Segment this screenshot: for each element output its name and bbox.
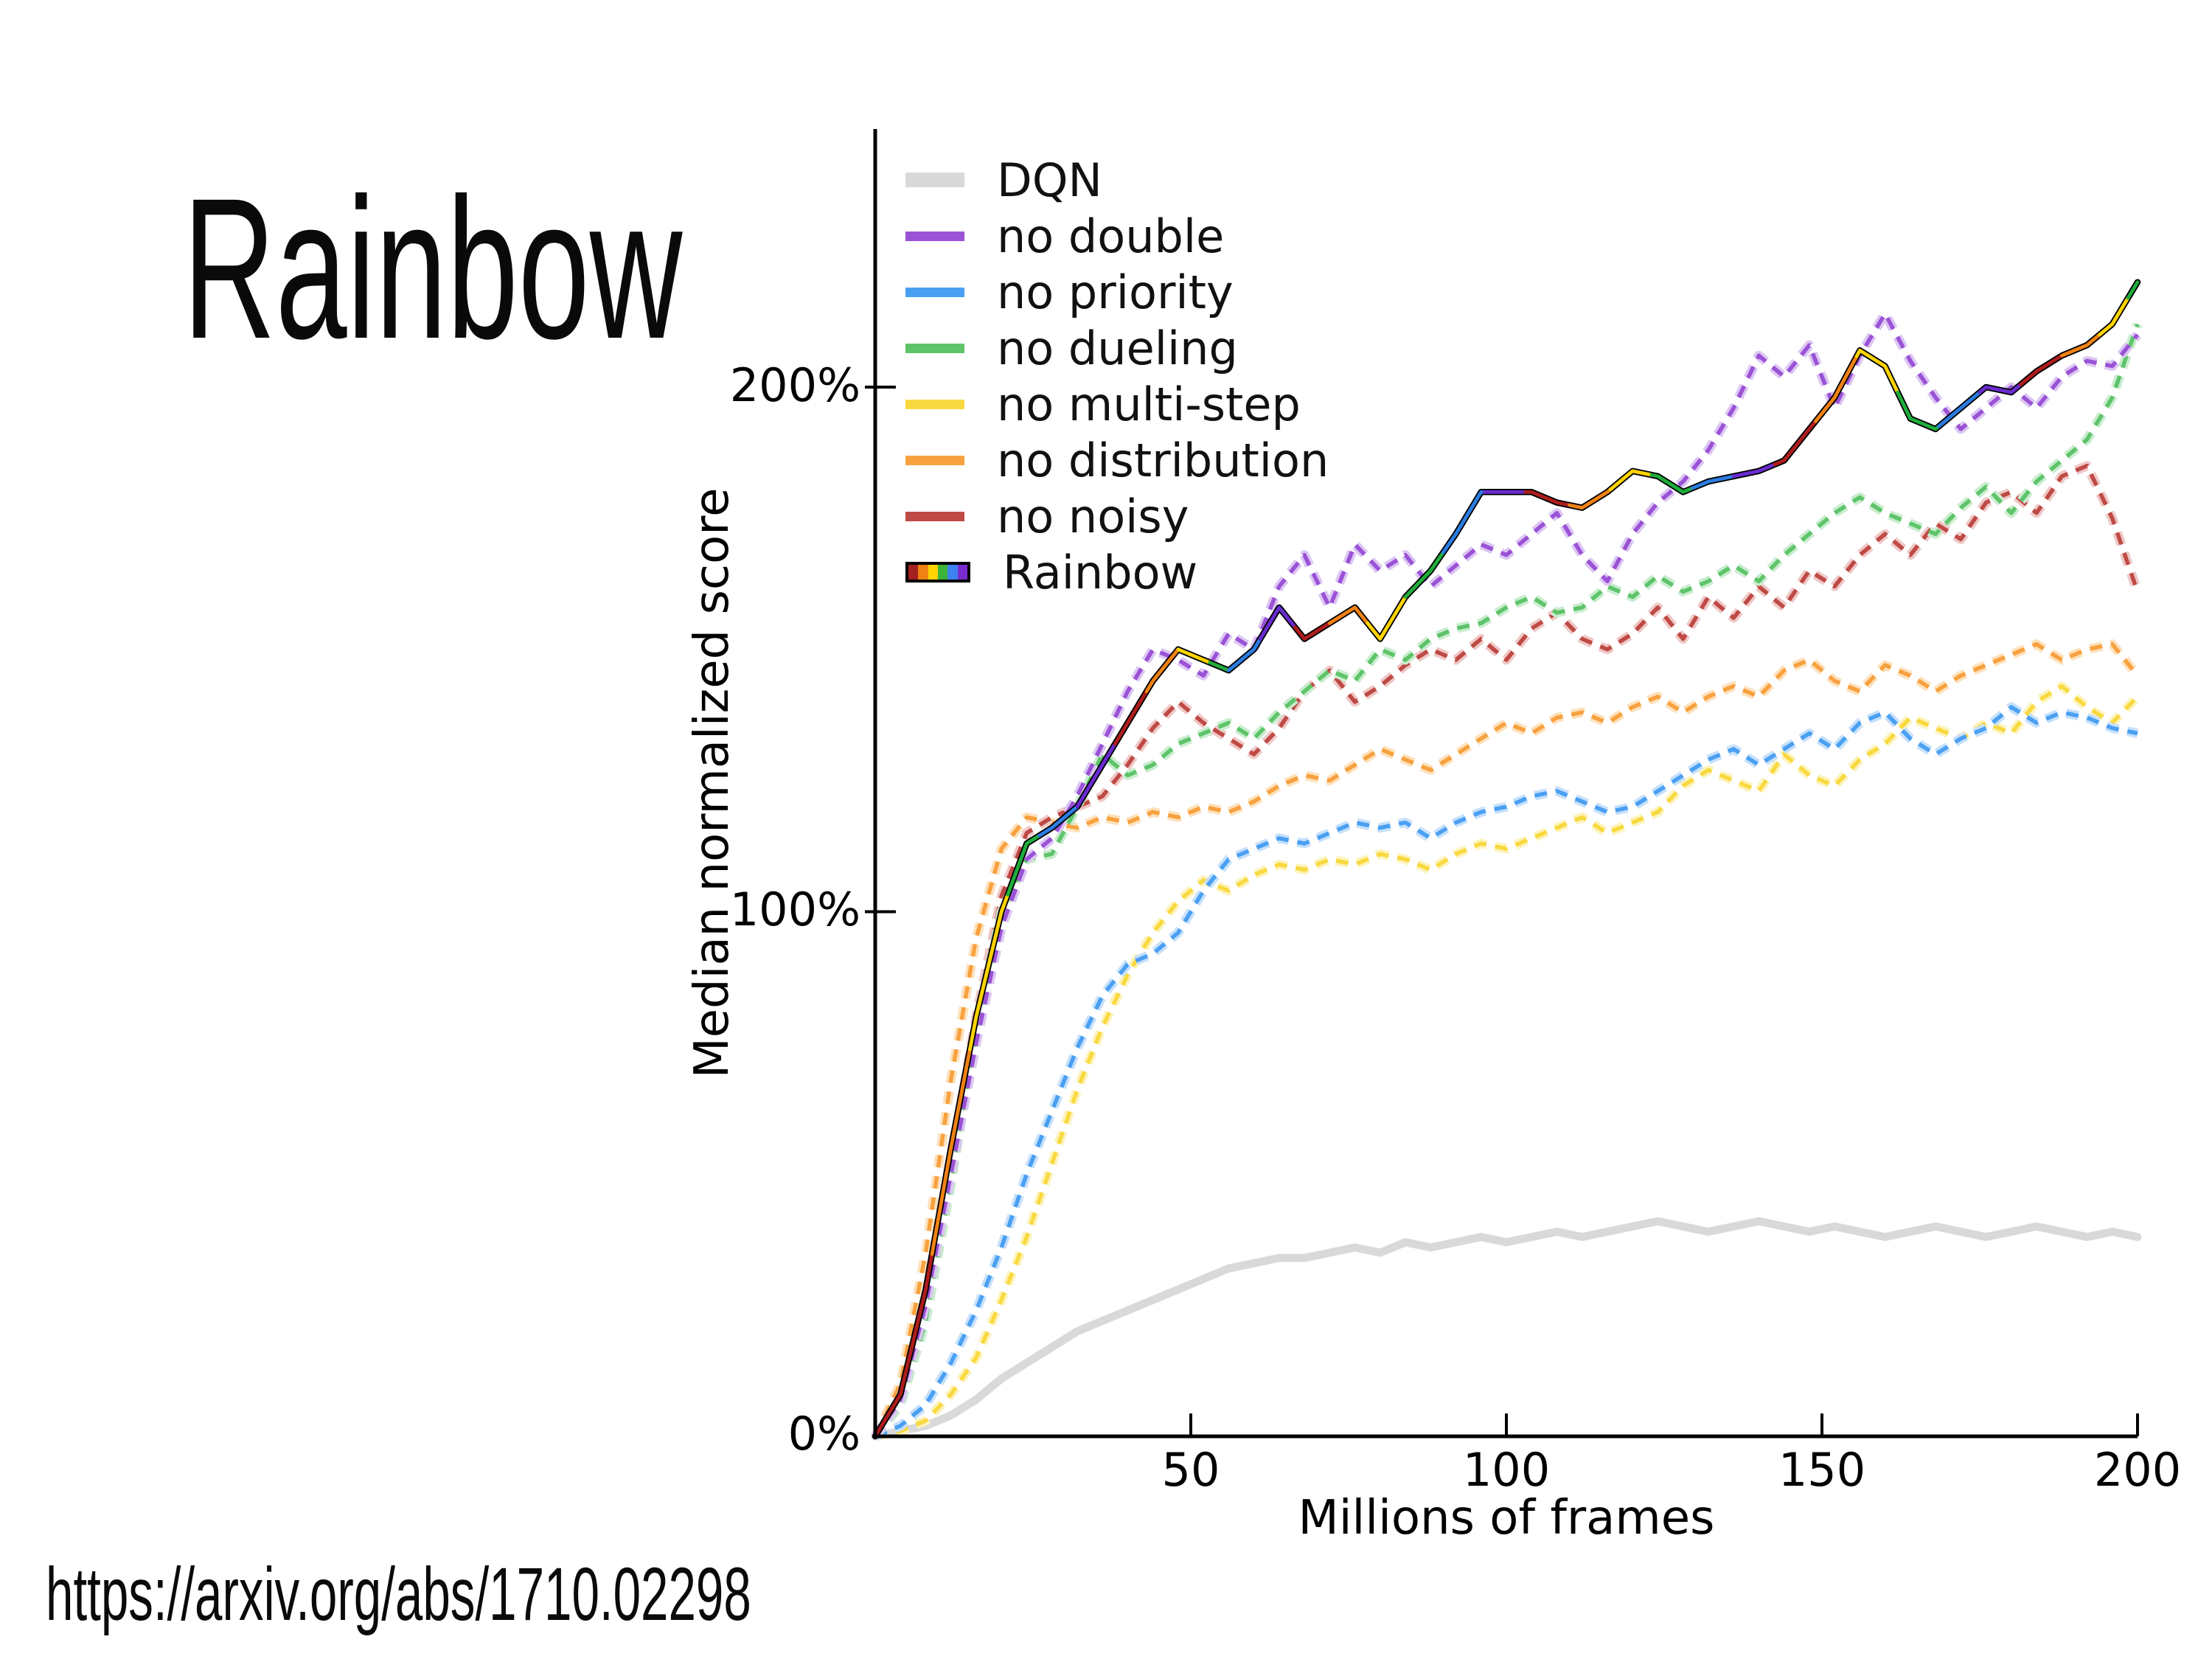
series-line-rainbow-segment bbox=[930, 1047, 972, 1256]
series-line-rainbow-segment bbox=[1568, 487, 1613, 510]
legend-item-no-priority: no priority bbox=[905, 264, 1329, 320]
legend-label: no noisy bbox=[997, 489, 1189, 543]
rainbow-swatch-segment bbox=[957, 565, 967, 580]
source-url-link[interactable]: https://arxiv.org/abs/1710.02298 bbox=[46, 1552, 751, 1636]
y-tick-0: 0% bbox=[787, 1407, 860, 1461]
series-line-no-noisy bbox=[873, 463, 2140, 1438]
y-tick-100: 100% bbox=[729, 883, 860, 936]
series-line-rainbow-segment bbox=[1773, 419, 1818, 467]
series-line-no-dueling bbox=[873, 323, 2140, 1438]
series-line-no-double bbox=[873, 311, 2140, 1438]
rainbow-swatch-segment bbox=[918, 565, 928, 580]
rainbow-swatch-segment bbox=[908, 565, 919, 580]
series-line-no-priority bbox=[874, 705, 2138, 1439]
series-line-rainbow-segment bbox=[1208, 661, 1231, 672]
series-line-rainbow-segment bbox=[2059, 333, 2102, 358]
legend-item-no-double: no double bbox=[905, 208, 1329, 264]
series-line-rainbow-segment bbox=[1113, 689, 1149, 746]
series-line-dqn bbox=[871, 1217, 2142, 1441]
x-axis-label: Millions of frames bbox=[1298, 1491, 1715, 1545]
series-line-rainbow-segment bbox=[968, 892, 1010, 1051]
series-line-rainbow-segment bbox=[1176, 647, 1212, 664]
series-line-rainbow-segment bbox=[1144, 647, 1180, 694]
rainbow-swatch-segment bbox=[947, 565, 958, 580]
legend-swatch-dqn bbox=[905, 173, 964, 187]
legend-label: no dueling bbox=[997, 321, 1238, 375]
legend-item-rainbow: Rainbow bbox=[905, 544, 1329, 600]
series-halo-no-distribution bbox=[871, 639, 2142, 1439]
legend-label: DQN bbox=[997, 153, 1102, 207]
series-line-rainbow-segment bbox=[1327, 605, 1370, 625]
series-line-rainbow-segment bbox=[1293, 621, 1332, 641]
legend-item-no-distribution: no distribution bbox=[905, 432, 1329, 488]
legend-item-no-noisy: no noisy bbox=[905, 488, 1329, 544]
series-line-rainbow-segment bbox=[2098, 296, 2130, 337]
series-line-rainbow-segment bbox=[2126, 280, 2140, 300]
legend-swatch-no-dueling bbox=[905, 343, 964, 353]
legend-label: no priority bbox=[997, 265, 1234, 319]
y-axis-label: Median normalized score bbox=[685, 487, 740, 1079]
legend-swatch-no-double bbox=[905, 231, 964, 241]
legend-swatch-no-noisy bbox=[905, 511, 964, 521]
legend-item-dqn: DQN bbox=[905, 152, 1329, 208]
legend-label: no double bbox=[997, 209, 1225, 263]
legend-label: Rainbow bbox=[1003, 545, 1198, 599]
series-line-rainbow-segment bbox=[1075, 742, 1117, 809]
series-line-no-multi-step bbox=[874, 684, 2139, 1439]
legend-swatch-no-priority bbox=[905, 287, 964, 297]
series-line-rainbow-segment bbox=[1936, 390, 1982, 428]
rainbow-swatch-segment bbox=[937, 565, 948, 580]
series-line-rainbow-segment bbox=[2019, 353, 2064, 386]
legend-swatch-no-distribution bbox=[905, 455, 964, 465]
series-line-no-distribution bbox=[873, 641, 2140, 1438]
x-tick-200: 200 bbox=[2093, 1443, 2182, 1497]
series-line-rainbow-segment bbox=[1978, 383, 2023, 394]
series-line-rainbow-segment bbox=[1441, 490, 1486, 554]
x-tick-100: 100 bbox=[1462, 1443, 1551, 1497]
legend-item-no-multi-step: no multi-step bbox=[905, 376, 1329, 432]
series-line-rainbow-segment bbox=[1258, 605, 1297, 641]
rainbow-swatch-segment bbox=[928, 565, 938, 580]
legend-label: no distribution bbox=[997, 433, 1329, 487]
series-line-rainbow-segment bbox=[1731, 462, 1777, 479]
series-line-rainbow-segment bbox=[1366, 595, 1408, 641]
y-tick-200: 200% bbox=[729, 358, 860, 412]
series-line-rainbow-segment bbox=[1814, 354, 1859, 423]
series-line-rainbow-segment bbox=[1649, 473, 1694, 494]
series-line-rainbow-segment bbox=[873, 1252, 934, 1439]
page-title: Rainbow bbox=[183, 156, 683, 380]
axes bbox=[873, 129, 2138, 1439]
x-tick-50: 50 bbox=[1161, 1443, 1220, 1497]
series-line-rainbow-segment bbox=[1896, 390, 1941, 431]
series-line-rainbow-segment bbox=[1006, 833, 1041, 897]
series-line-rainbow-segment bbox=[1403, 550, 1445, 599]
series-line-rainbow-segment bbox=[1854, 348, 1900, 394]
legend-label: no multi-step bbox=[997, 377, 1301, 431]
legend-item-no-dueling: no dueling bbox=[905, 320, 1329, 376]
legend-swatch-rainbow bbox=[905, 562, 970, 582]
series-line-rainbow-segment bbox=[1691, 474, 1736, 490]
chart-legend: DQN no double no priority no dueling no … bbox=[905, 152, 1329, 600]
series-line-rainbow-segment bbox=[1226, 637, 1262, 672]
legend-swatch-no-multi-step bbox=[905, 399, 964, 409]
series-halo-no-multi-step bbox=[874, 681, 2141, 1441]
x-tick-150: 150 bbox=[1778, 1443, 1866, 1497]
series-line-rainbow-segment bbox=[1608, 469, 1654, 492]
series-line-rainbow-segment bbox=[1037, 804, 1079, 838]
series-line-rainbow-segment bbox=[1523, 490, 1572, 507]
